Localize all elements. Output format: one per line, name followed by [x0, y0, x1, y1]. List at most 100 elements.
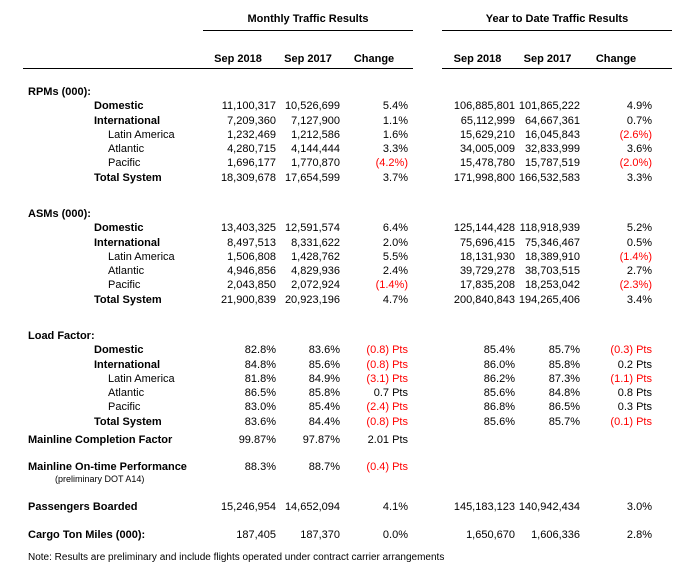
- cell-monthly-change: 5.5%: [382, 250, 408, 263]
- cell-monthly-sep2017: 1,212,586: [291, 128, 340, 141]
- cell-monthly-sep2017: 4,144,444: [291, 143, 340, 156]
- spacer: [408, 250, 440, 264]
- monthly-header-rule: [23, 68, 413, 70]
- row-label: International: [94, 358, 161, 371]
- cell-monthly-sep2018: 15,246,954: [220, 501, 276, 513]
- spacer: [408, 386, 440, 400]
- ytd-results-title: Year to Date Traffic Results: [485, 13, 629, 25]
- cell-ytd-change: 0.3 Pts: [617, 401, 652, 414]
- monthly-change-header: Change: [353, 53, 395, 65]
- cell-ytd-change: (2.6%): [619, 128, 652, 141]
- spacer: [408, 415, 440, 429]
- cell-monthly-sep2018: 86.5%: [244, 387, 276, 400]
- cell-monthly-sep2018: 2,043,850: [227, 279, 276, 292]
- cell-monthly-sep2018: 82.8%: [244, 344, 276, 357]
- monthly-results-title: Monthly Traffic Results: [247, 13, 369, 25]
- cell-ytd-sep2017: 86.5%: [548, 401, 580, 414]
- table-row: Pacific 83.0% 85.4% (2.4) Pts 86.8% 86.5…: [0, 400, 678, 414]
- cell-ytd-sep2018: 85.6%: [483, 387, 515, 400]
- cell-ytd-change: 2.8%: [626, 529, 652, 541]
- row-label: Pacific: [108, 279, 141, 292]
- column-header-row: Sep 2018 Sep 2017 Change Sep 2018 Sep 20…: [0, 52, 678, 66]
- spacer: [408, 156, 440, 170]
- cell-ytd-sep2018: 200,840,843: [453, 293, 515, 306]
- cell-ytd-sep2018: 85.4%: [483, 344, 515, 357]
- cell-ytd-sep2017: 118,918,939: [519, 222, 580, 235]
- row-label: Latin America: [108, 372, 175, 385]
- cell-ytd-sep2018: 85.6%: [483, 415, 515, 428]
- ytd-change-header: Change: [595, 53, 637, 65]
- ytd-sep2018-header: Sep 2018: [453, 53, 502, 65]
- row-label: Atlantic: [108, 387, 145, 400]
- cell-monthly-change: 1.6%: [382, 128, 408, 141]
- monthly-title-rule: [203, 30, 413, 32]
- cell-ytd-sep2018: 17,835,208: [459, 279, 515, 292]
- cell-monthly-sep2018: 4,280,715: [227, 143, 276, 156]
- cell-monthly-change: 3.7%: [382, 171, 408, 184]
- cell-monthly-change: 2.0%: [382, 236, 408, 249]
- row-label: Latin America: [108, 250, 175, 263]
- load-factor-section: Load Factor: Domestic 82.8% 83.6% (0.8) …: [0, 329, 678, 429]
- completion-factor-row: Mainline Completion Factor 99.87% 97.87%…: [0, 433, 678, 447]
- row-label: Atlantic: [108, 265, 145, 278]
- cell-ytd-sep2017: 38,703,515: [524, 265, 580, 278]
- spacer: [408, 293, 440, 307]
- cell-monthly-sep2018: 84.8%: [244, 358, 276, 371]
- cell-ytd-sep2017: 32,833,999: [524, 143, 580, 156]
- row-label: Cargo Ton Miles (000):: [28, 529, 146, 541]
- cell-monthly-change: (2.4) Pts: [366, 401, 408, 414]
- spacer: [408, 221, 440, 235]
- spacer: [408, 99, 440, 113]
- cell-monthly-sep2017: 10,526,699: [284, 100, 340, 113]
- cell-monthly-sep2018: 88.3%: [244, 461, 276, 473]
- cell-ytd-change: 0.7%: [626, 114, 652, 127]
- cell-monthly-sep2017: 84.4%: [308, 415, 340, 428]
- cell-ytd-sep2018: 34,005,009: [459, 143, 515, 156]
- cell-ytd-sep2018: 15,629,210: [459, 128, 515, 141]
- cell-monthly-sep2017: 97.87%: [302, 434, 340, 446]
- cell-ytd-change: 0.5%: [626, 236, 652, 249]
- cell-monthly-sep2018: 4,946,856: [227, 265, 276, 278]
- cargo-ton-miles-row: Cargo Ton Miles (000): 187,405 187,370 0…: [0, 528, 678, 542]
- cell-ytd-sep2017: 75,346,467: [524, 236, 580, 249]
- row-label: Domestic: [94, 222, 144, 235]
- row-label: International: [94, 236, 161, 249]
- cell-monthly-sep2017: 83.6%: [308, 344, 340, 357]
- cell-monthly-change: 4.1%: [382, 501, 408, 513]
- cell-ytd-change: (1.4%): [619, 250, 652, 263]
- cell-ytd-sep2017: 64,667,361: [524, 114, 580, 127]
- cell-monthly-sep2018: 7,209,360: [227, 114, 276, 127]
- section-title: ASMs (000):: [28, 208, 91, 220]
- cell-monthly-sep2017: 7,127,900: [291, 114, 340, 127]
- footnote: Note: Results are preliminary and includ…: [28, 552, 445, 563]
- cell-monthly-sep2017: 14,652,094: [284, 501, 340, 513]
- cell-monthly-change: (4.2%): [375, 157, 408, 170]
- cell-ytd-sep2017: 15,787,519: [524, 157, 580, 170]
- cell-ytd-sep2018: 86.2%: [483, 372, 515, 385]
- cell-monthly-change: (3.1) Pts: [366, 372, 408, 385]
- cell-ytd-sep2017: 85.8%: [548, 358, 580, 371]
- cell-ytd-sep2018: 86.0%: [483, 358, 515, 371]
- cell-ytd-change: 5.2%: [626, 222, 652, 235]
- cell-ytd-change: (2.0%): [619, 157, 652, 170]
- cell-monthly-sep2017: 85.4%: [308, 401, 340, 414]
- cell-ytd-sep2017: 166,532,583: [518, 171, 580, 184]
- cell-ytd-change: 4.9%: [626, 100, 652, 113]
- row-label: Total System: [94, 415, 162, 428]
- spacer: [408, 236, 440, 250]
- spacer: [408, 528, 440, 542]
- row-label: International: [94, 114, 161, 127]
- cell-ytd-sep2017: 1,606,336: [531, 529, 580, 541]
- table-row: International 8,497,513 8,331,622 2.0% 7…: [0, 236, 678, 250]
- cell-monthly-sep2018: 187,405: [236, 529, 276, 541]
- cell-monthly-sep2018: 1,232,469: [227, 128, 276, 141]
- cell-monthly-sep2018: 21,900,839: [220, 293, 276, 306]
- cell-monthly-change: 4.7%: [382, 293, 408, 306]
- ontime-sublabel-row: (preliminary DOT A14): [0, 473, 678, 485]
- table-row: International 7,209,360 7,127,900 1.1% 6…: [0, 114, 678, 128]
- cell-monthly-change: (0.4) Pts: [366, 461, 408, 473]
- section-header-row: ASMs (000):: [0, 207, 678, 221]
- cell-ytd-sep2018: 75,696,415: [459, 236, 515, 249]
- spacer: [408, 264, 440, 278]
